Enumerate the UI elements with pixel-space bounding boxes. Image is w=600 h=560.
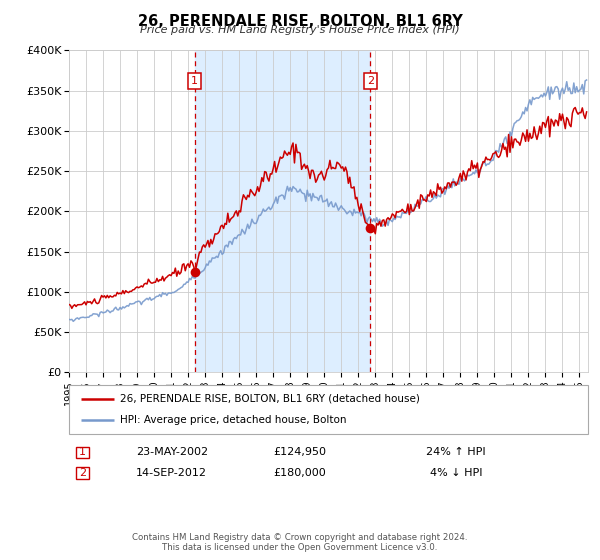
- Text: HPI: Average price, detached house, Bolton: HPI: Average price, detached house, Bolt…: [120, 415, 347, 425]
- Text: 23-MAY-2002: 23-MAY-2002: [136, 447, 208, 458]
- Text: This data is licensed under the Open Government Licence v3.0.: This data is licensed under the Open Gov…: [163, 543, 437, 552]
- Text: 2: 2: [79, 468, 86, 478]
- Text: 1: 1: [191, 76, 198, 86]
- Text: 2: 2: [367, 76, 374, 86]
- Text: £124,950: £124,950: [274, 447, 326, 458]
- Text: Price paid vs. HM Land Registry's House Price Index (HPI): Price paid vs. HM Land Registry's House …: [140, 25, 460, 35]
- Text: 4% ↓ HPI: 4% ↓ HPI: [430, 468, 482, 478]
- Text: 24% ↑ HPI: 24% ↑ HPI: [426, 447, 486, 458]
- Text: 1: 1: [79, 447, 86, 458]
- Text: 26, PERENDALE RISE, BOLTON, BL1 6RY: 26, PERENDALE RISE, BOLTON, BL1 6RY: [137, 14, 463, 29]
- Text: Contains HM Land Registry data © Crown copyright and database right 2024.: Contains HM Land Registry data © Crown c…: [132, 533, 468, 542]
- Text: £180,000: £180,000: [274, 468, 326, 478]
- Text: 14-SEP-2012: 14-SEP-2012: [136, 468, 207, 478]
- Bar: [195, 50, 370, 372]
- Text: 26, PERENDALE RISE, BOLTON, BL1 6RY (detached house): 26, PERENDALE RISE, BOLTON, BL1 6RY (det…: [120, 394, 420, 404]
